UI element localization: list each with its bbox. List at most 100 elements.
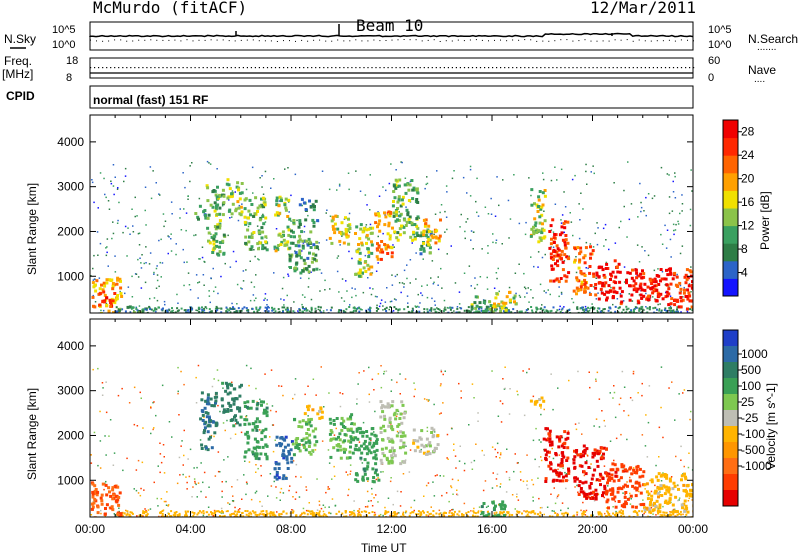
- scatter-speckle: [219, 410, 221, 413]
- scatter-speckle: [295, 475, 297, 478]
- ground-scatter: [395, 515, 398, 517]
- ground-scatter: [247, 311, 250, 313]
- echo-gate: [301, 239, 305, 243]
- echo-gate: [546, 450, 549, 454]
- echo-gate: [420, 443, 424, 447]
- ground-scatter: [418, 310, 421, 313]
- echo-gate: [366, 247, 370, 251]
- echo-gate: [619, 294, 623, 298]
- echo-gate: [407, 199, 411, 202]
- scatter-speckle: [286, 294, 288, 297]
- echo-gate: [428, 444, 432, 448]
- echo-gate: [365, 235, 369, 239]
- scatter-speckle: [345, 471, 347, 473]
- ground-scatter: [486, 510, 489, 513]
- scatter-speckle: [508, 479, 511, 481]
- scatter-speckle: [364, 506, 367, 508]
- ground-scatter: [205, 511, 208, 514]
- ground-scatter: [349, 311, 352, 313]
- ground-scatter: [130, 511, 133, 514]
- echo-gate: [597, 266, 601, 270]
- echo-gate: [109, 278, 113, 282]
- echo-gate: [402, 225, 406, 229]
- echo-gate: [358, 251, 362, 255]
- echo-gate: [603, 292, 607, 296]
- scatter-speckle: [339, 244, 341, 246]
- scatter-speckle: [299, 311, 301, 313]
- ground-scatter: [501, 511, 503, 514]
- scatter-speckle: [117, 394, 120, 397]
- echo-gate: [307, 237, 311, 241]
- scatter-speckle: [540, 407, 542, 409]
- echo-gate: [297, 443, 301, 447]
- scatter-speckle: [326, 309, 328, 311]
- echo-gate: [363, 472, 367, 476]
- scatter-speckle: [270, 369, 273, 371]
- scatter-speckle: [299, 277, 302, 279]
- scatter-speckle: [632, 467, 635, 469]
- ground-scatter: [258, 307, 261, 310]
- scatter-speckle: [516, 462, 519, 464]
- ground-scatter: [233, 307, 236, 310]
- scatter-speckle: [506, 448, 508, 450]
- ground-scatter: [351, 311, 354, 313]
- scatter-speckle: [226, 419, 228, 422]
- power-ylabel: Slant Range [km]: [25, 183, 39, 275]
- scatter-speckle: [189, 448, 192, 451]
- echo-gate: [600, 291, 604, 295]
- scatter-speckle: [568, 379, 570, 382]
- scatter-speckle: [156, 274, 159, 276]
- scatter-speckle: [563, 306, 565, 308]
- scatter-speckle: [327, 488, 329, 490]
- scatter-speckle: [638, 261, 641, 263]
- echo-gate: [379, 426, 383, 430]
- ground-scatter: [318, 515, 321, 517]
- echo-gate: [594, 497, 598, 501]
- scatter-speckle: [110, 182, 113, 185]
- scatter-speckle: [170, 201, 173, 203]
- scatter-speckle: [317, 308, 320, 311]
- scatter-speckle: [264, 170, 267, 173]
- echo-gate: [300, 230, 304, 234]
- noise-search-point: [530, 39, 532, 41]
- echo-gate: [611, 296, 615, 300]
- echo-gate: [491, 514, 495, 517]
- ground-scatter: [530, 306, 533, 308]
- ground-scatter: [298, 309, 301, 312]
- scatter-speckle: [337, 255, 340, 257]
- ground-scatter: [661, 514, 663, 517]
- echo-gate: [340, 221, 344, 225]
- scatter-speckle: [235, 260, 237, 263]
- scatter-speckle: [403, 283, 405, 285]
- scatter-speckle: [322, 310, 325, 312]
- echo-gate: [529, 234, 533, 238]
- scatter-speckle: [203, 284, 205, 286]
- echo-gate: [347, 439, 351, 443]
- ground-scatter: [620, 512, 623, 515]
- ground-scatter: [244, 510, 247, 512]
- nave-point: [254, 67, 256, 69]
- scatter-speckle: [357, 263, 360, 265]
- scatter-speckle: [580, 509, 582, 512]
- echo-gate: [678, 291, 682, 295]
- ground-scatter: [198, 310, 201, 313]
- noise-traces: [89, 24, 694, 42]
- scatter-speckle: [672, 180, 674, 183]
- scatter-speckle: [245, 493, 247, 496]
- scatter-speckle: [437, 276, 439, 278]
- scatter-speckle: [180, 229, 183, 231]
- echo-gate: [380, 406, 384, 410]
- ground-scatter: [265, 514, 268, 517]
- scatter-speckle: [514, 453, 516, 455]
- scatter-speckle: [98, 277, 101, 279]
- scatter-speckle: [492, 472, 494, 474]
- echo-gate: [277, 204, 281, 208]
- nave-point: [134, 67, 136, 69]
- ground-scatter: [423, 511, 425, 514]
- ground-scatter: [355, 309, 358, 312]
- echo-gate: [116, 276, 120, 280]
- ground-scatter: [260, 510, 263, 513]
- scatter-speckle: [363, 515, 365, 517]
- scatter-speckle: [210, 277, 212, 279]
- scatter-speckle: [377, 477, 379, 479]
